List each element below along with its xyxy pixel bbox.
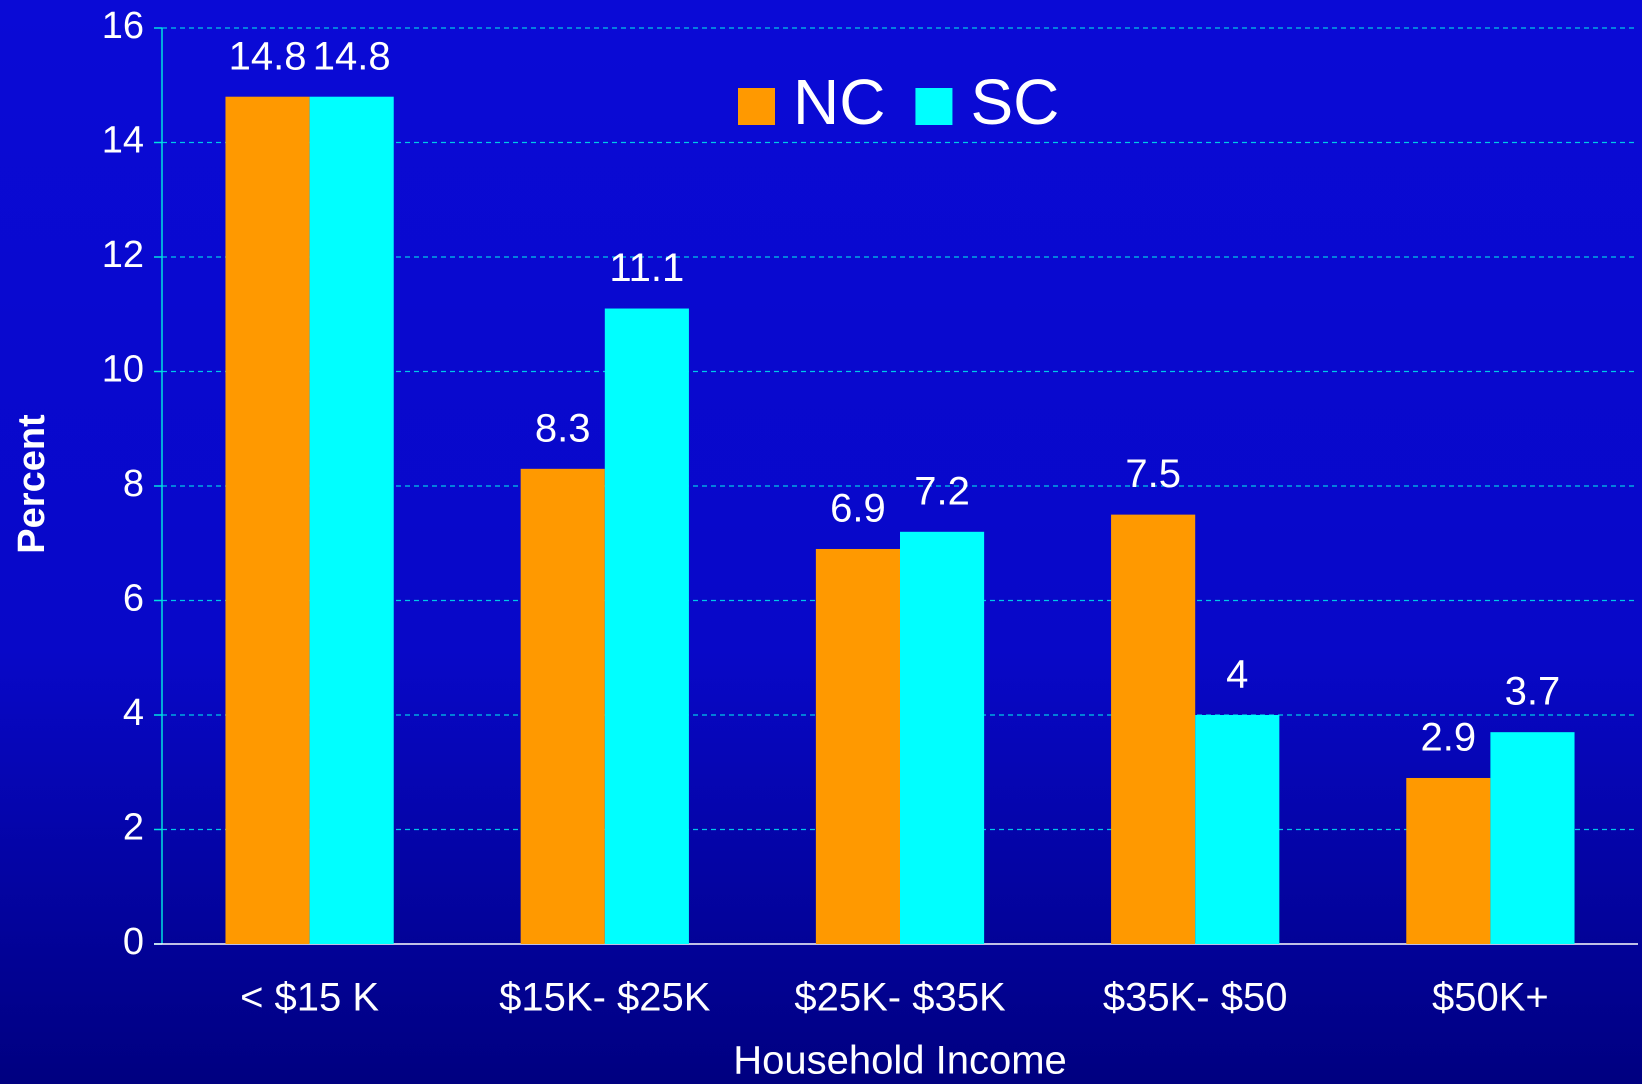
legend-swatch xyxy=(738,88,775,125)
bar xyxy=(900,531,985,944)
y-tick-label: 16 xyxy=(102,5,144,47)
legend-label: NC xyxy=(793,66,885,138)
x-tick-label: $50K+ xyxy=(1432,976,1549,1020)
y-tick-label: 6 xyxy=(123,578,144,620)
data-label: 2.9 xyxy=(1421,716,1477,760)
x-tick-label: $15K- $25K xyxy=(499,976,711,1020)
data-label: 14.8 xyxy=(229,34,307,78)
bar xyxy=(309,96,394,944)
bar xyxy=(1406,777,1491,944)
x-axis-label: Household Income xyxy=(733,1039,1067,1083)
data-label: 7.5 xyxy=(1125,452,1181,496)
bar xyxy=(520,468,605,944)
data-label: 8.3 xyxy=(535,406,591,450)
bar xyxy=(1111,514,1196,944)
data-label: 6.9 xyxy=(830,487,886,531)
x-tick-label: $35K- $50 xyxy=(1103,976,1288,1020)
y-tick-label: 8 xyxy=(123,463,144,505)
data-label: 3.7 xyxy=(1505,670,1561,714)
data-label: 14.8 xyxy=(313,34,391,78)
y-tick-label: 4 xyxy=(123,692,144,734)
bar xyxy=(604,308,689,944)
legend-swatch xyxy=(915,88,953,125)
y-tick-label: 0 xyxy=(123,921,144,963)
bar xyxy=(225,96,310,944)
data-label: 7.2 xyxy=(914,469,970,513)
y-tick-label: 10 xyxy=(102,349,144,391)
legend-label: SC xyxy=(970,66,1059,138)
data-label: 11.1 xyxy=(609,246,684,290)
y-tick-label: 12 xyxy=(102,234,144,276)
y-tick-label: 2 xyxy=(123,807,144,849)
x-tick-label: $25K- $35K xyxy=(794,976,1006,1020)
bar xyxy=(1195,715,1280,944)
data-label: 4 xyxy=(1226,653,1248,697)
x-tick-label: < $15 K xyxy=(240,976,379,1020)
bar xyxy=(1490,732,1575,944)
bar xyxy=(815,548,900,944)
y-axis-label: Percent xyxy=(11,414,53,554)
y-tick-label: 14 xyxy=(102,120,144,162)
